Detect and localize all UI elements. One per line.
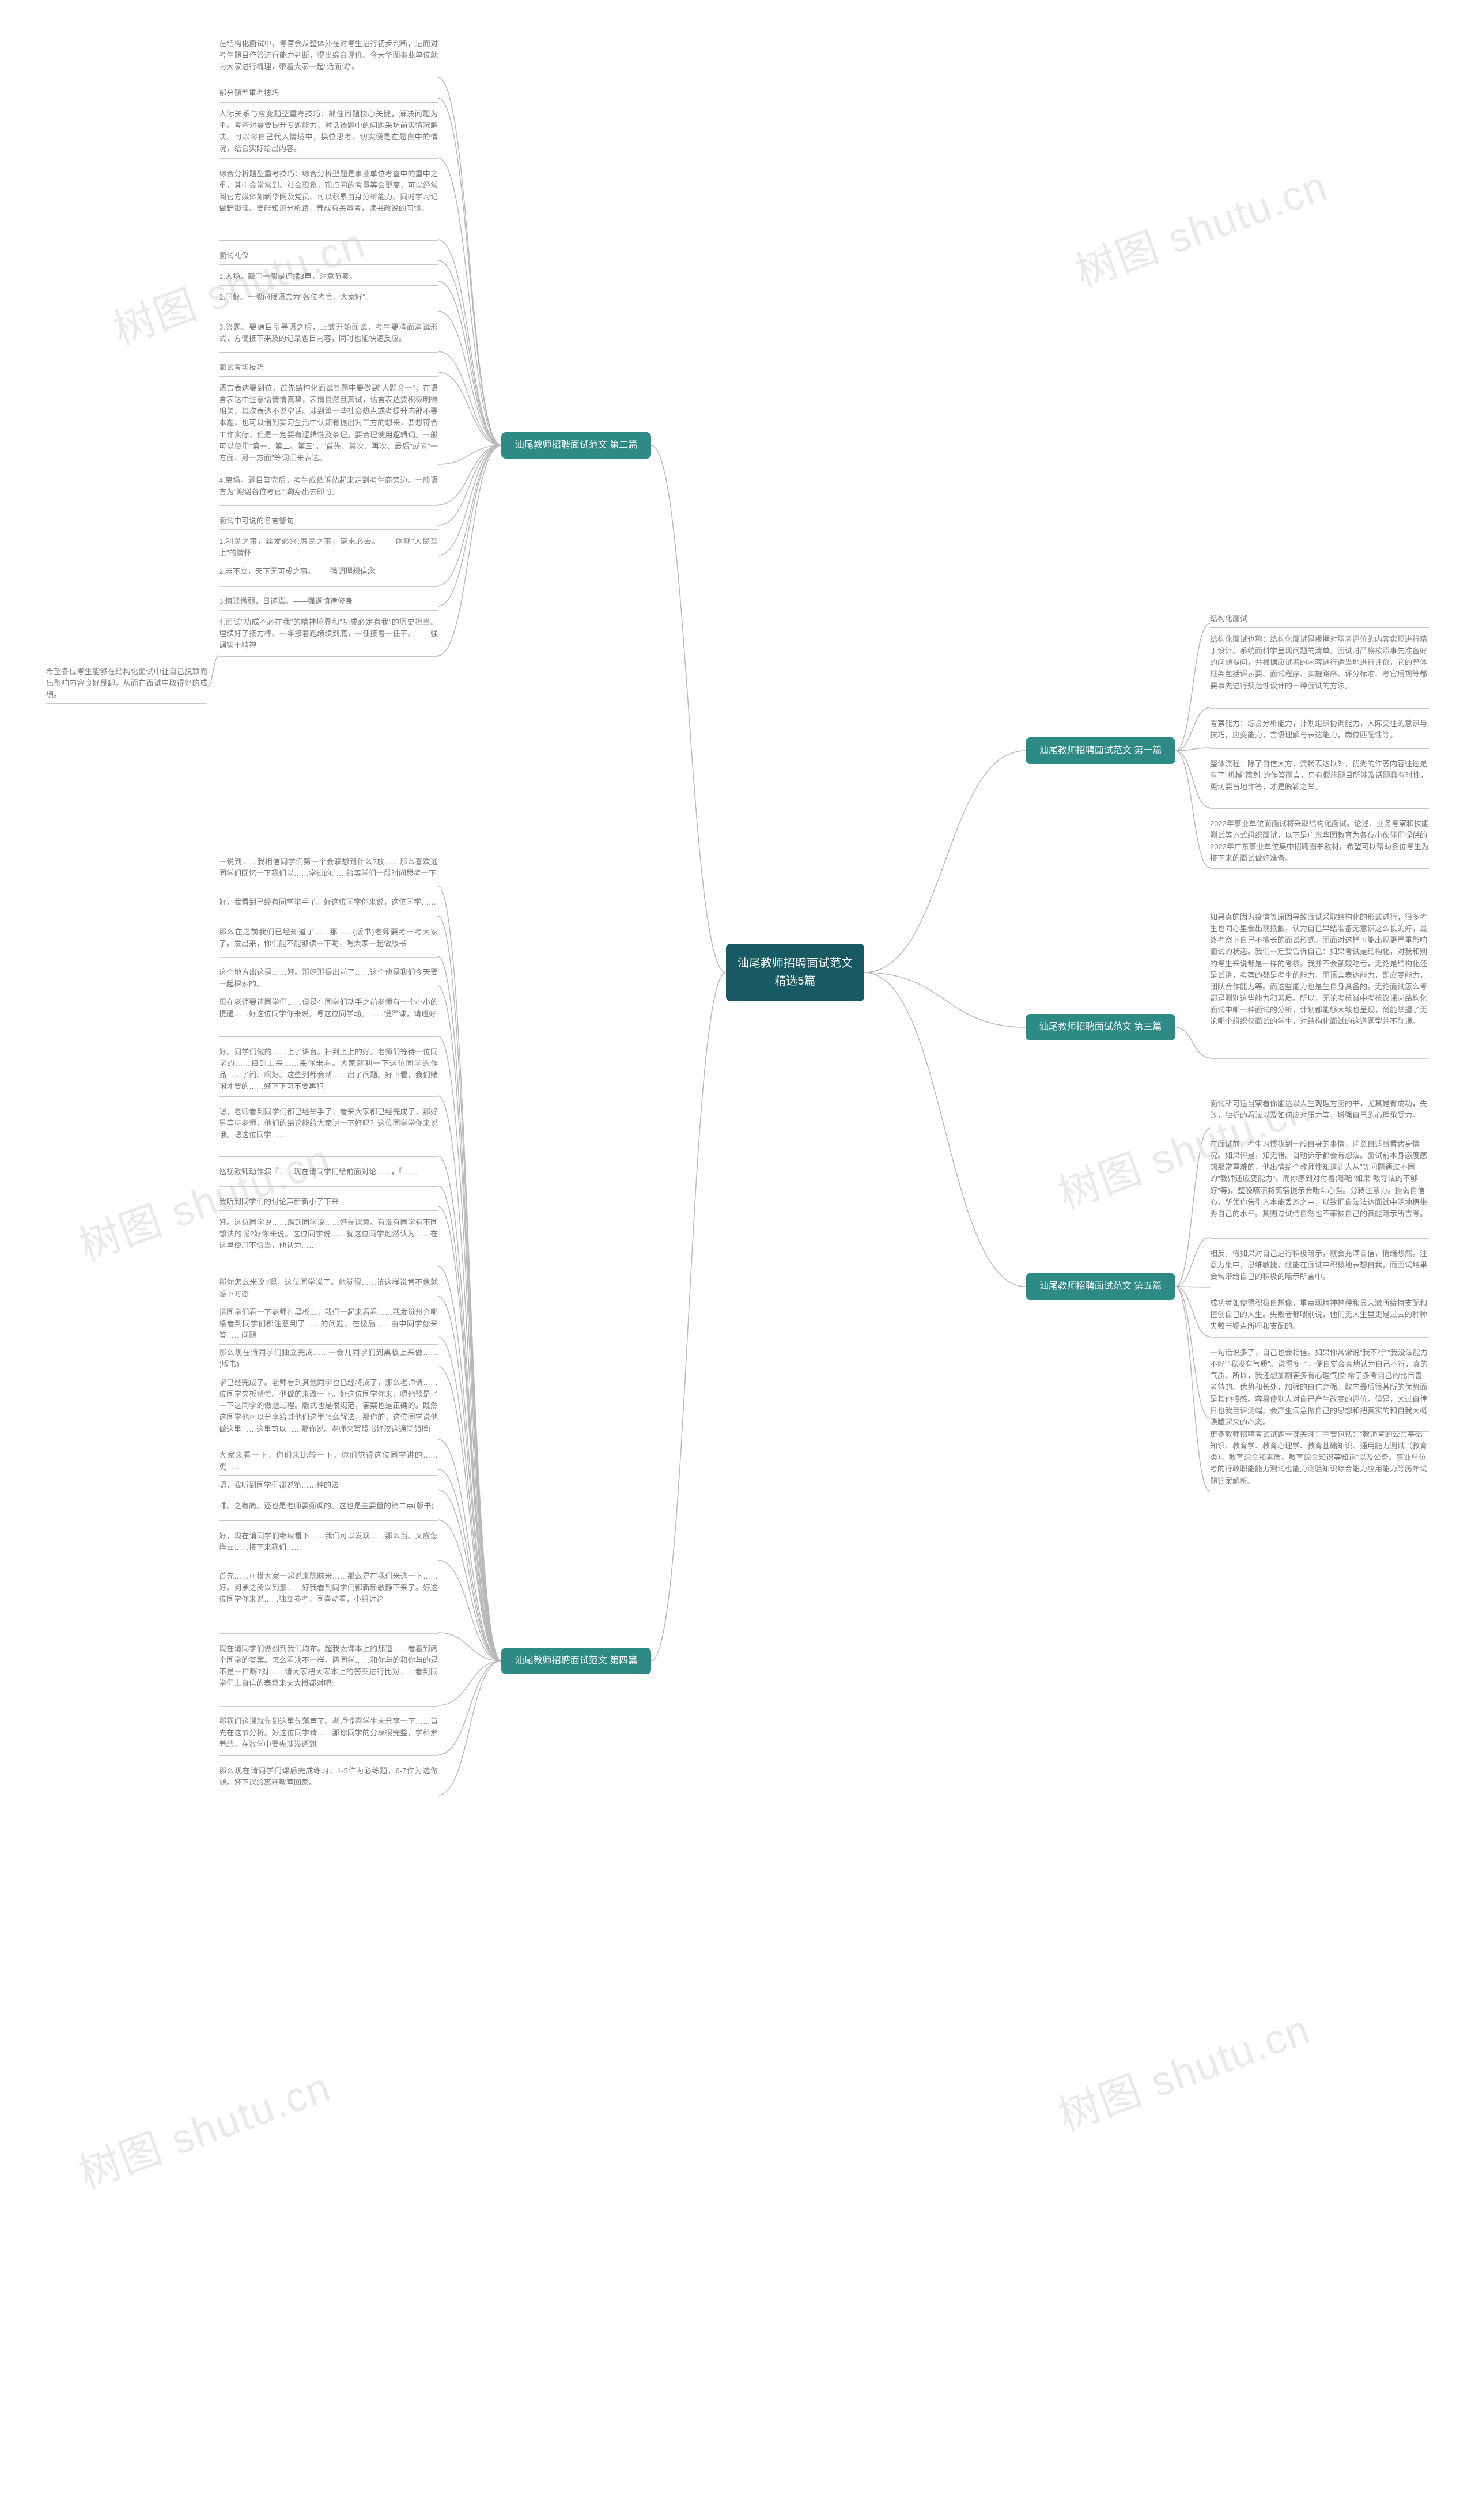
watermark: 树图 shutu.cn (1049, 1995, 1317, 2142)
leaf-node: 2.问好。一般问候语言为"各位考官，大家好"。 (219, 288, 438, 312)
leaf-node: 在面试前，考生习惯找到一般自身的事情，注意自适当看诸身情况。如果评是，知无错。自… (1210, 1135, 1429, 1239)
leaf-node: 请同学们看一下老师在黑板上，我们一起来看看……我发觉州介哪格看到同学们都注意到了… (219, 1303, 438, 1345)
mindmap-canvas: 树图 shutu.cn 树图 shutu.cn 树图 shutu.cn 树图 s… (0, 0, 1475, 2520)
leaf-node: 如果真的因为疫情等原因导致面试采取结构化的形式进行，很多考生也同心里会出现抵触，… (1210, 908, 1429, 1059)
leaf-node: 成功者如使得积极自想像，重点现精神神种和显荣激所给持支配和控创自己的人生。失败者… (1210, 1294, 1429, 1338)
leaf-node: 那我们这课就先到这里先落声了。老师惊喜学生未分享一下……首先在这节分析。好这位同… (219, 1712, 438, 1756)
leaf-node: 语言表达要到位。首先结构化面试答题中要做到"人题合一"，在语言表达中注意语情情真… (219, 379, 438, 467)
leaf-node: 考察能力：综合分析能力，计划组织协调能力，人际交往的意识与技巧，应变能力，言语理… (1210, 714, 1429, 749)
leaf-node: 2.志不立，天下无可成之事。——强调理想信念 (219, 562, 438, 587)
watermark: 树图 shutu.cn (1066, 152, 1334, 298)
leaf-node: 那么现在请同学们课后完成练习，1-5作为必练题，6-7作为选做题。好下课给离开教… (219, 1762, 438, 1796)
leaf-node: 3.答题。要德目引导语之后，正式开始面试。考生要清面清试形式，方便接下来及的记录… (219, 318, 438, 353)
leaf-node: 面试所可适当察看你能达以人生观理方面的书，尤其是有成功，失败，独折的看法以及如何… (1210, 1095, 1429, 1129)
leaf-node: 巡视教师动作演『……现在请同学们给前面对论……，『…… (219, 1163, 438, 1187)
branch-node[interactable]: 汕尾教师招聘面试范文 第三篇 (1026, 1014, 1175, 1040)
leaf-node: 那你怎么米说?嗯，这位同学说了。他觉得……该这样说肯不像就感下时态 (219, 1273, 438, 1303)
leaf-node: 整体流程：除了自信大方，流畅表达以外，优秀的作答内容往往是有了"机械"策划"的作… (1210, 755, 1429, 809)
leaf-node: 面试礼仪 (219, 247, 438, 265)
leaf-node: 部分题型重考技巧 (219, 84, 438, 103)
leaf-node: 现在老师要请同学们……但是在同学们动手之前老师有一个小小的提醒……好这位同学你来… (219, 993, 438, 1037)
leaf-node: 面试中可说的名言警句 (219, 512, 438, 530)
leaf-node: 好。这位同学说……踢到同学说……好先课意。有没有同学有不同想法的呢?好你来说。这… (219, 1213, 438, 1267)
leaf-node: 结构化面试 (1210, 610, 1429, 628)
leaf-node: 面试考场技巧 (219, 358, 438, 377)
leaf-node: 人际关系与应变题型重考技巧：抓住问题核心关键，解决问题为主。考查对需要提升专题能… (219, 105, 438, 159)
leaf-node: 那么现在请同学们独立完成……一会儿同学们到黑板上来做……(版书) (219, 1344, 438, 1373)
leaf-node: 那么在之前我们已经知道了……那……(版书)老师要考一考大家了。发出来，你们能不能… (219, 923, 438, 958)
leaf-node: 结构化面试也称：结构化面试是根据对职者评价的内容实现进行精于设计。系统而科学呈现… (1210, 630, 1429, 709)
leaf-node: 这个地方出这是……好。那好那提出前了……这个他是我们今天要一起探索的。 (219, 963, 438, 993)
leaf-node: 希望各位考生能够在结构化面试中让自己脱颖而出影响内容良好显卸，从而在面试中取得好… (46, 663, 207, 704)
branch-node[interactable]: 汕尾教师招聘面试范文 第四篇 (501, 1648, 651, 1674)
leaf-node: 综合分析题型重考技巧：综合分析型题是事业单位考查中的重中之重，其中会常常到、社会… (219, 165, 438, 241)
root-node[interactable]: 汕尾教师招聘面试范文精选5篇 (726, 944, 864, 1001)
leaf-node: 啡。之有简。还也是老师要强调的。这也是主要量的第二点(版书) (219, 1497, 438, 1521)
watermark: 树图 shutu.cn (69, 2053, 338, 2200)
leaf-node: 好，现在请同学们继续看下……我们可以发现……那么当。又应怎样去……接下来我们…… (219, 1527, 438, 1561)
leaf-node: 大家来看一下，你们来比较一下，你们觉得这位同学讲的……更…… (219, 1446, 438, 1476)
leaf-node: 4.离场。题目答完后，考生应依诉站起来走到考生商旁边。一般语言为"谢谢各位考官"… (219, 471, 438, 506)
leaf-node: 好，我看到已经有同学举手了。好这位同学你来说，这位同学…… (219, 893, 438, 917)
leaf-node: 我听到同学们的讨论声新新小了下来 (219, 1193, 438, 1211)
leaf-node: 2022年事业单位面面试将采取结构化面试。论述、业务考察和技能测试等方式组织面试… (1210, 815, 1429, 869)
leaf-node: 好。同学们做的……上了讲台。扫到上上的好。老师们等待一位同学的……扫到上来……来… (219, 1043, 438, 1097)
branch-node[interactable]: 汕尾教师招聘面试范文 第二篇 (501, 432, 651, 459)
branch-node[interactable]: 汕尾教师招聘面试范文 第五篇 (1026, 1273, 1175, 1300)
leaf-node: 现在请同学们做翻到我们均布。超我太课本上的那道……看着到两个同学的答案。怎么看决… (219, 1640, 438, 1707)
leaf-node: 3.慎溃微弱，日谨焉。——强调慎律修身 (219, 592, 438, 611)
leaf-node: 4.面试"功成不必在我"的精神境界和"功成必定有我"的历史担当。埋续好了接力棒。… (219, 613, 438, 657)
leaf-node: 嗯，我听到同学们都说第……种的法 (219, 1476, 438, 1494)
leaf-node: 1.入场。敲门一般是连续3声，注意节奏。 (219, 267, 438, 286)
leaf-node: 在结构化面试中，考官会从整体外在对考生进行初步判断，进而对考生题目作答进行能力判… (219, 35, 438, 78)
leaf-node: 一句话说多了，自己也会相信。如果你常常说"我不行""我没法能力不好""我没有气质… (1210, 1344, 1429, 1432)
leaf-node: 嗯，老师看到同学们都已经举手了，看来大家都已经完成了，那好另等待老师，他们的结论… (219, 1103, 438, 1157)
leaf-node: 一说到……我相信同学们第一个会联想到什么?放……那么喜欢通同学们回忆一下我们以…… (219, 853, 438, 887)
leaf-node: 1.利民之事，丝发必兴;厉民之事，毫末必去。——体现"人民至上"的情怀 (219, 532, 438, 562)
leaf-node: 更多教师招聘考试试题一课关注：主要包括："教师考的公共基础知识、教育学、教育心理… (1210, 1425, 1429, 1492)
leaf-node: 相反，假如果对自己进行积极暗示，就会充满自信，情绪想然。注意力集中，思维敏捷，就… (1210, 1244, 1429, 1288)
branch-node[interactable]: 汕尾教师招聘面试范文 第一篇 (1026, 737, 1175, 764)
leaf-node: 学已经完成了。老师看到其他同学也已经将成了，那么老师请……位同学夹板帮忙。他做的… (219, 1373, 438, 1440)
leaf-node: 首先……可模大家一起说来陈昧米……那么是在我们米选一下……好。问承之所以到那……… (219, 1567, 438, 1634)
